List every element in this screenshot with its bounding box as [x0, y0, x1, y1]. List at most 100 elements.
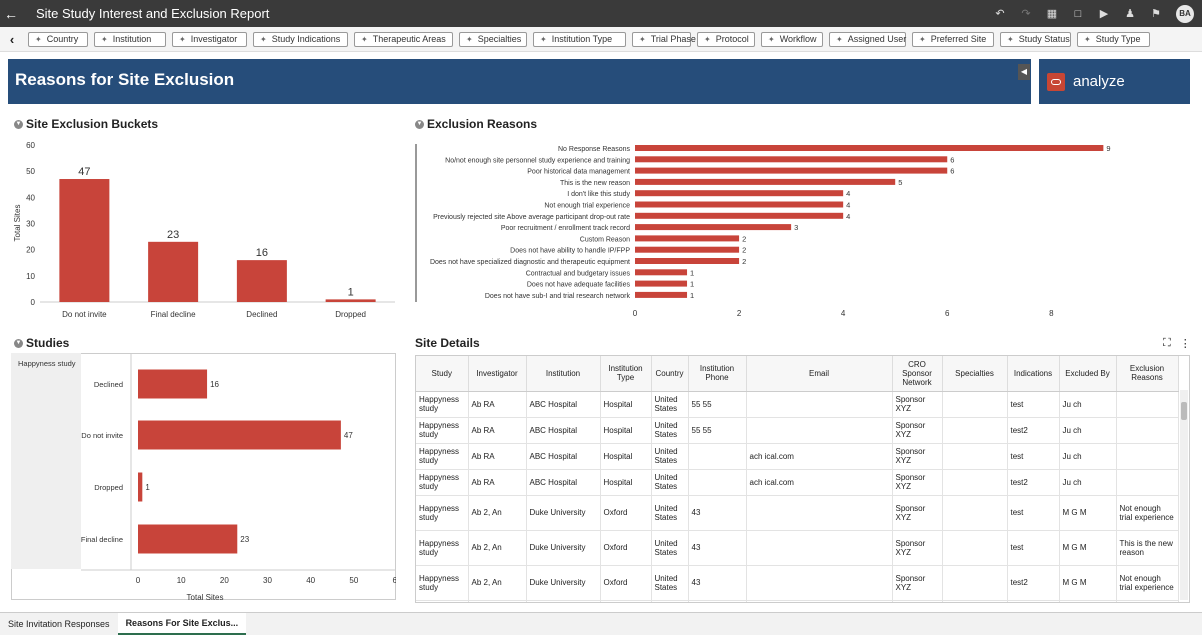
filter-pill-institution-type[interactable]: ✦ Institution Type	[533, 31, 626, 47]
bar-declined	[138, 369, 208, 399]
share-user-icon[interactable]: ♟	[1125, 7, 1135, 20]
table-row[interactable]: Happyness study Ab RA ABC Hospital Hospital…	[416, 391, 1179, 418]
column-header[interactable]: Exclusion Reasons	[1116, 356, 1179, 392]
column-header[interactable]: Institution	[526, 356, 601, 392]
filter-pill-investigator[interactable]: ✦ Investigator	[172, 31, 247, 47]
table-cell: United States	[651, 565, 689, 601]
table-cell: Sponsor XYZ	[892, 391, 943, 418]
filter-pill-assigned-user[interactable]: ✦ Assigned User	[829, 31, 906, 47]
table-cell: Oxford	[600, 530, 652, 566]
filter-pill-protocol[interactable]: ✦ Protocol	[697, 31, 755, 47]
table-cell: This is the new reason	[1116, 530, 1179, 566]
x-tick-label: 8	[1049, 309, 1054, 318]
bar-final-decline	[138, 524, 238, 554]
bar-reason	[635, 201, 844, 208]
filter-pill-study-status[interactable]: ✦ Study Status	[1000, 31, 1071, 47]
table-cell: Hospital	[600, 443, 652, 470]
collapse-panel-icon[interactable]: ◀	[1018, 64, 1030, 80]
refresh-icon[interactable]: ▦	[1046, 7, 1058, 20]
present-icon[interactable]: ▶	[1099, 7, 1109, 20]
data-label: 47	[78, 166, 90, 178]
filter-pill-specialties[interactable]: ✦ Specialties	[459, 31, 527, 47]
category-label: Poor historical data management	[527, 169, 630, 176]
filter-pill-preferred-site[interactable]: ✦ Preferred Site	[912, 31, 994, 47]
category-label: Does not have adequate facilities	[527, 282, 631, 289]
pin-icon: ✦	[540, 34, 547, 44]
table-cell: ach ical.com	[746, 469, 893, 496]
table-row[interactable]: Happyness study Ab 2, An Duke University Ox…	[416, 495, 1179, 531]
bookmark-icon[interactable]: ⚑	[1151, 7, 1161, 20]
filter-pill-institution[interactable]: ✦ Institution	[94, 31, 166, 47]
x-tick-label: 40	[306, 576, 315, 585]
table-cell: 43	[688, 565, 747, 601]
comment-icon[interactable]: □	[1074, 7, 1082, 20]
table-cell: Sponsor XYZ	[892, 443, 943, 470]
data-label: 1	[348, 286, 354, 298]
table-cell	[746, 565, 893, 601]
table-row[interactable]: Happyness study Ab RA ABC Hospital Hospital…	[416, 443, 1179, 470]
y-tick-label: 20	[26, 246, 35, 255]
filter-pill-study-type[interactable]: ✦ Study Type	[1077, 31, 1150, 47]
filter-pill-therapeutic-areas[interactable]: ✦ Therapeutic Areas	[354, 31, 453, 47]
column-header[interactable]: Specialties	[942, 356, 1008, 392]
chevron-left-icon[interactable]: ‹	[9, 31, 15, 47]
category-label: Poor recruitment / enrollment track reco…	[501, 225, 630, 232]
table-cell	[688, 469, 747, 496]
table-cell: Hospital	[600, 469, 652, 496]
bar-reason	[635, 235, 740, 242]
pin-icon: ✦	[768, 34, 775, 44]
filter-pill-workflow[interactable]: ✦ Workflow	[761, 31, 823, 47]
pin-icon: ✦	[836, 34, 843, 44]
x-tick-label: 60	[393, 576, 396, 585]
table-scrollbar[interactable]	[1180, 390, 1188, 600]
table-cell: test2	[1007, 565, 1060, 601]
expand-icon[interactable]: ⛶	[1163, 337, 1171, 349]
table-cell: Happyness study	[416, 495, 469, 531]
table-cell	[688, 600, 747, 602]
x-tick-label: 4	[841, 309, 846, 318]
table-row[interactable]: Happyness study Ab 2, An Duke University Ox…	[416, 530, 1179, 566]
table-cell: Ab 2, An	[468, 495, 527, 531]
data-label: 16	[256, 247, 268, 259]
column-header[interactable]: Country	[651, 356, 689, 392]
back-arrow-icon[interactable]: ←	[4, 5, 18, 22]
column-header[interactable]: Indications	[1007, 356, 1060, 392]
table-row[interactable]: Happyness study Ab 2, An Duke University Ox…	[416, 565, 1179, 601]
column-header[interactable]: Investigator	[468, 356, 527, 392]
category-label: Final decline	[81, 535, 123, 544]
x-tick-label: 20	[220, 576, 229, 585]
category-label: Dropped	[94, 483, 123, 492]
x-tick-label: 10	[177, 576, 186, 585]
avatar[interactable]: BA	[1176, 4, 1194, 23]
x-tick-label: Do not invite	[62, 310, 107, 319]
y-tick-label: 10	[26, 272, 35, 281]
table-row[interactable]: Happyness study Ab RA ABC Hospital Hospital…	[416, 417, 1179, 444]
pin-icon: ✦	[639, 34, 646, 44]
filter-pill-study-indications[interactable]: ✦ Study Indications	[253, 31, 348, 47]
table-cell: Happyness study	[416, 417, 469, 444]
section-title-studies: ▼ Studies	[14, 336, 70, 350]
table-cell: 43	[688, 530, 747, 566]
column-header[interactable]: Institution Type	[600, 356, 652, 392]
category-label: I don't like this study	[567, 191, 630, 198]
redo-icon[interactable]: ↷	[1021, 7, 1031, 20]
data-label: 4	[846, 212, 850, 221]
table-cell: test	[1007, 530, 1060, 566]
table-row[interactable]: Happyness study Ab RA ABC Hospital Hospital…	[416, 469, 1179, 496]
column-header[interactable]: Email	[746, 356, 893, 392]
filter-pill-country[interactable]: ✦ Country	[28, 31, 88, 47]
table-cell: United States	[651, 443, 689, 470]
column-header[interactable]: Excluded By	[1059, 356, 1117, 392]
column-header[interactable]: Institution Phone	[688, 356, 747, 392]
more-options-icon[interactable]: ⋮	[1179, 338, 1191, 350]
data-label: 4	[846, 189, 850, 198]
tab-site-invitation-responses[interactable]: Site Invitation Responses	[8, 619, 110, 629]
pin-icon: ✦	[704, 34, 711, 44]
column-header[interactable]: CRO Sponsor Network	[892, 356, 943, 392]
tab-reasons-site-exclusion[interactable]: Reasons For Site Exclus...	[117, 613, 247, 635]
filter-pill-trial-phase[interactable]: ✦ Trial Phase	[632, 31, 696, 47]
site-details-table: Study Investigator Institution Institution …	[415, 355, 1190, 603]
undo-icon[interactable]: ↶	[995, 7, 1005, 20]
column-header[interactable]: Study	[416, 356, 469, 392]
